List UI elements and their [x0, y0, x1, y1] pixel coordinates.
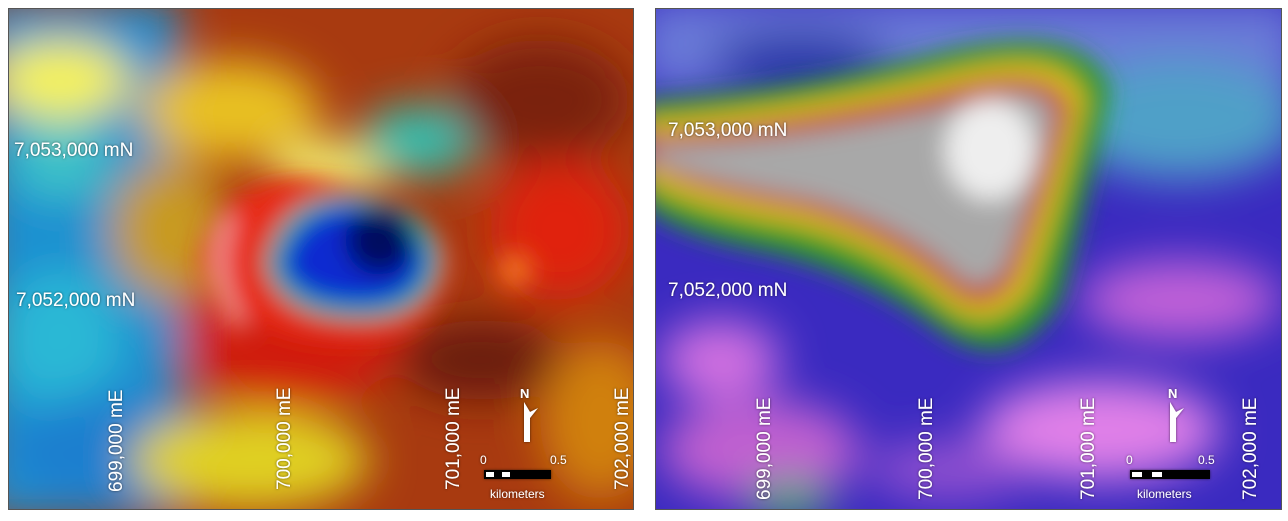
northing-label: 7,053,000 mN — [668, 120, 787, 141]
easting-label: 699,000 mE — [106, 390, 127, 492]
easting-label: 700,000 mE — [916, 398, 937, 500]
scale-bar — [484, 470, 551, 479]
map-left — [0, 0, 660, 516]
easting-label: 701,000 mE — [1078, 398, 1099, 500]
northing-label: 7,053,000 mN — [14, 140, 133, 161]
page: {"panels": [ {"northing_labels": ["7,053… — [0, 0, 1288, 516]
scale-bar — [486, 472, 494, 477]
easting-label: 702,000 mE — [612, 388, 633, 490]
easting-label: 700,000 mE — [274, 388, 295, 490]
scale-unit: kilometers — [490, 487, 545, 501]
northing-label: 7,052,000 mN — [668, 280, 787, 301]
north-label: N — [520, 386, 529, 401]
scale-bar — [1152, 472, 1162, 477]
map-right — [640, 0, 1288, 516]
scale-unit: kilometers — [1137, 487, 1192, 501]
scale-max: 0.5 — [1198, 453, 1215, 467]
northing-label: 7,052,000 mN — [16, 290, 135, 311]
figure: 7,053,000 mN 7,052,000 mN 699,000 mE 700… — [0, 0, 1288, 516]
scale-bar — [502, 472, 510, 477]
easting-label: 702,000 mE — [1240, 398, 1261, 500]
easting-label: 699,000 mE — [754, 398, 775, 500]
scale-bar — [1132, 472, 1142, 477]
scale-min: 0 — [1126, 453, 1133, 467]
scale-max: 0.5 — [550, 453, 567, 467]
scale-min: 0 — [480, 453, 487, 467]
easting-label: 701,000 mE — [443, 388, 464, 490]
north-label: N — [1168, 386, 1177, 401]
